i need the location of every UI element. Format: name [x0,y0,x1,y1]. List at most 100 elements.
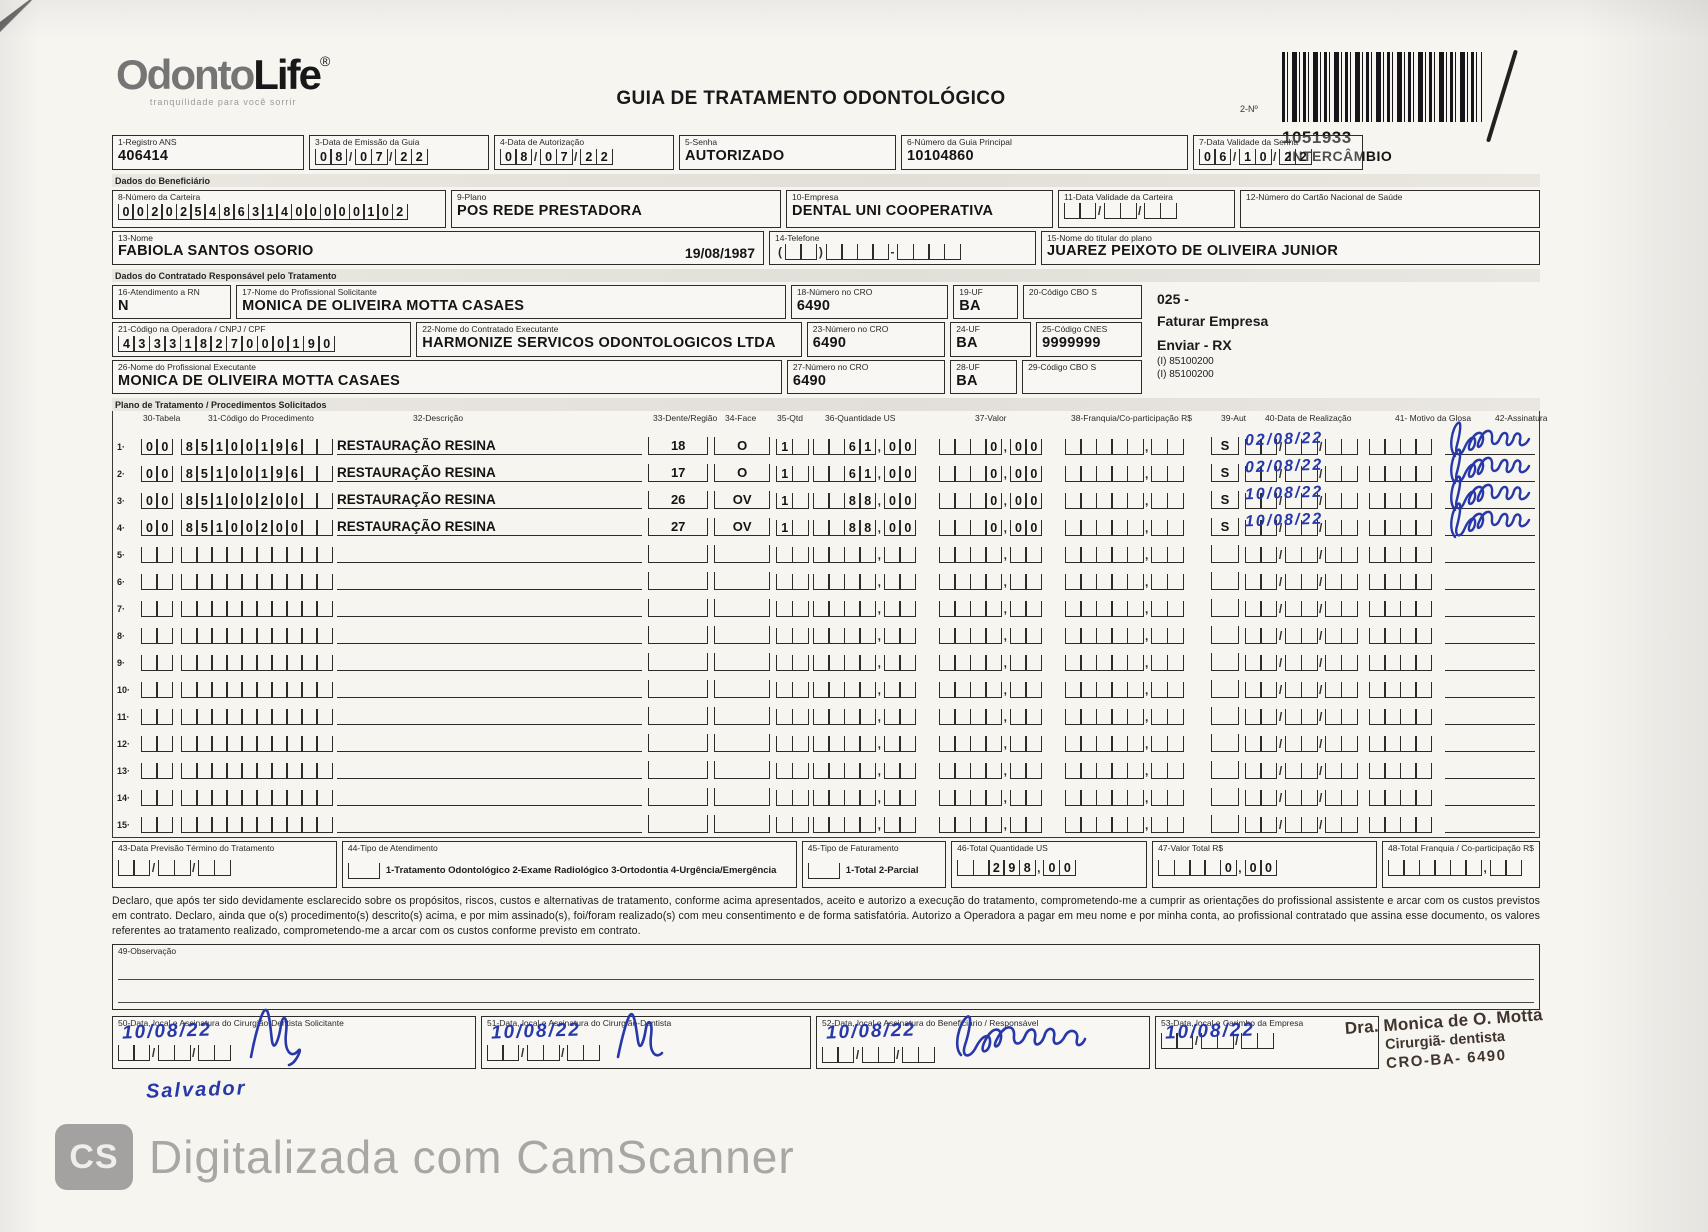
comb-cell [301,628,318,645]
comb-separator: , [1145,737,1149,752]
comb-cell [813,601,830,618]
procedure-code-comb [181,682,333,699]
odontolife-logo: OdontoLife® tranquilidade para você sorr… [116,54,330,107]
comb-cell: 9 [271,466,288,483]
comb-cell [800,244,818,261]
comb-separator: / [1278,764,1283,779]
comb-cell [1111,736,1129,753]
section-beneficiario: Dados do Beneficiário [112,173,1540,187]
quantity-us-comb: , [813,790,933,807]
comb-cell [1009,736,1027,753]
face-cell [714,599,771,618]
field-label: 21-Código na Operadora / CNPJ / CPF [118,325,266,335]
comb-cell: 0 [899,466,917,483]
comb-cell [301,790,318,807]
comb-cell [1166,655,1184,672]
comb-separator: , [1145,818,1149,833]
comb-cell [1095,790,1113,807]
comb-cell: 0 [899,493,917,510]
comb-cell [582,1044,600,1061]
procedure-description [337,643,643,645]
treatment-guide-form: OdontoLife® tranquilidade para você sorr… [112,50,1547,1103]
procedure-row: 10·,,, / / [113,671,1539,699]
comb-cell: 0 [377,203,394,220]
procedure-description [337,805,643,807]
field-previsao-termino: 43-Data Previsão Término do Tratamento /… [112,841,337,889]
signature-cell [1445,652,1535,672]
comb-cell [301,439,318,456]
field-assinatura-dentista: 51-Data, local e Assinatura do Cirurgião… [481,1012,811,1069]
comb-cell [1300,709,1318,726]
tooth-region-cell [648,680,709,699]
comb-cell [1325,682,1343,699]
signature-cell [1445,679,1535,699]
field-value: N [118,298,129,315]
comb-cell [156,817,174,834]
tooth-region-cell [648,599,709,618]
comb-separator: , [877,656,881,671]
date-comb: / / [1245,655,1358,672]
comb-cell [241,655,258,672]
field-label: 14-Telefone [775,233,820,243]
comb-cell [859,790,877,807]
comb-separator: / [1278,818,1283,833]
signature-scribble [1450,448,1531,485]
field-data-autorizacao: 4-Data de Autorização 0 8/0 7/2 2 [494,135,674,170]
comb-separator: ( [778,245,782,260]
comb-cell [141,736,158,753]
comb-cell [899,817,917,834]
comb-cell [1158,860,1176,877]
tooth-region-cell [648,545,709,564]
field-nome-beneficiario: 13-Nome FABIOLA SANTOS OSORIO 19/08/1987 [112,230,764,266]
procedures-table-header: 30-Tabela 31-Código do Procedimento 32-D… [113,413,1547,428]
quantity-us-comb: , [813,763,933,780]
field-label: 43-Data Previsão Término do Tratamento [118,844,275,854]
qty-comb: 1 [776,520,809,537]
comb-cell [1388,860,1406,877]
comb-separator: / [1318,683,1323,698]
comb-cell [1065,493,1082,510]
comb-cell [954,601,972,618]
handwritten-place: Salvador [145,1077,247,1103]
comb-cell: 0 [241,336,259,353]
glosa-reason-comb [1369,466,1439,483]
comb-separator: ) [818,245,823,260]
comb-cell: 0 [1043,860,1061,877]
comb-separator: / [348,149,353,164]
comb-cell: 0 [132,203,149,220]
procedure-row: 2· 0 0 8 5 1 0 0 1 9 6 RESTAURAÇÃO RESINA 17 O 1 6 1, 0 0 0… [113,448,1539,485]
guide-number: 1051933 [1282,128,1482,148]
comb-cell [954,574,972,591]
comb-cell [1256,1032,1274,1049]
comb-cell [1325,601,1343,618]
comb-cell [1009,547,1027,564]
field-cbo-executante: 29-Código CBO S [1022,360,1142,395]
comb-cell [902,1046,920,1063]
tooth-region-cell: 17 [648,464,709,483]
comb-cell: 2 [395,148,413,165]
comb-cell [1095,520,1113,537]
comb-cell [776,655,794,672]
comb-cell [1161,1032,1178,1049]
comb-cell [256,763,273,780]
glosa-reason-comb [1369,817,1439,834]
comb-cell: 0 [286,493,303,510]
procedure-row: 15·,,, / / [113,806,1539,834]
comb-cell [226,682,243,699]
tooth-region-cell: 18 [648,437,709,456]
comb-cell [1489,860,1507,877]
comb-cell [1204,860,1222,877]
procedure-code-comb [181,655,333,672]
comb-separator: , [877,602,881,617]
handwritten-date: 10/08/22 [825,1019,917,1044]
franchise-comb: , [1065,628,1205,645]
field-label: 53-Data, local e Carimbo da Empresa [1161,1018,1304,1028]
comb-cell [1384,817,1402,834]
realization-date-cell: //10/08/22 [1245,484,1363,510]
comb-cell [813,736,830,753]
comb-cell [1369,790,1386,807]
comb-cell [1111,682,1129,699]
comb-cell: 1 [256,466,273,483]
comb-cell [316,547,333,564]
